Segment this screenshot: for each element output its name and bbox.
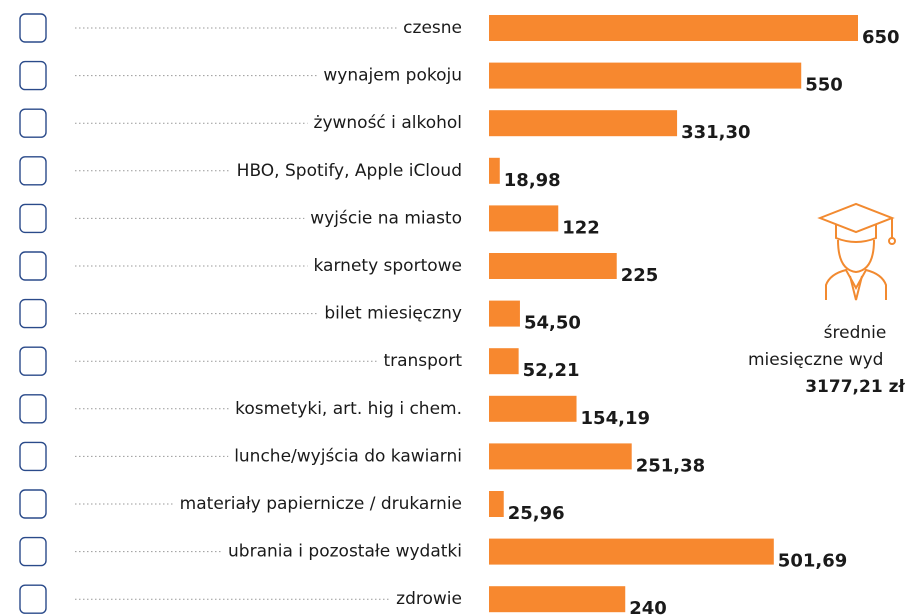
row-icon xyxy=(20,14,46,42)
value-label: 331,30 xyxy=(681,122,750,143)
bar xyxy=(489,586,625,612)
row-icon xyxy=(20,252,46,280)
chart: średnie miesięczne wyd 3177,21 zł czesne… xyxy=(0,0,914,616)
category-label: wyjście na miasto xyxy=(310,208,462,228)
annotation-line: średnie xyxy=(824,323,887,343)
bar xyxy=(489,15,858,41)
row-icon xyxy=(20,585,46,613)
row-icon xyxy=(20,157,46,185)
bar xyxy=(489,539,774,565)
value-label: 18,98 xyxy=(504,170,561,191)
category-label: ubrania i pozostałe wydatki xyxy=(228,542,462,562)
bar xyxy=(489,443,632,469)
row-icon xyxy=(20,204,46,232)
row-icon xyxy=(20,538,46,566)
category-label: karnety sportowe xyxy=(314,256,462,276)
bar xyxy=(489,301,520,327)
annotation-total: 3177,21 zł xyxy=(805,377,905,397)
value-label: 225 xyxy=(621,265,659,286)
category-label: czesne xyxy=(403,18,462,38)
bar xyxy=(489,348,519,374)
category-label: HBO, Spotify, Apple iCloud xyxy=(237,161,462,181)
bar xyxy=(489,158,500,184)
category-label: żywność i alkohol xyxy=(314,113,462,133)
category-label: materiały papiernicze / drukarnie xyxy=(180,494,462,514)
row-icon xyxy=(20,395,46,423)
bar xyxy=(489,396,577,422)
row-icon xyxy=(20,442,46,470)
value-label: 52,21 xyxy=(523,360,580,381)
value-label: 501,69 xyxy=(778,551,847,572)
annotation-line: miesięczne wyd xyxy=(748,350,883,370)
page: {"chart_data": {"type": "bar", "orientat… xyxy=(0,0,914,616)
category-label: bilet miesięczny xyxy=(324,304,462,324)
bar xyxy=(489,205,558,231)
value-label: 251,38 xyxy=(636,455,705,476)
row-icon xyxy=(20,62,46,90)
value-label: 650 xyxy=(862,27,900,48)
bar xyxy=(489,63,801,89)
value-label: 550 xyxy=(805,75,843,96)
bar xyxy=(489,110,677,136)
value-label: 154,19 xyxy=(581,408,650,429)
value-label: 122 xyxy=(562,217,600,238)
category-label: wynajem pokoju xyxy=(323,66,462,86)
bar xyxy=(489,491,504,517)
category-label: lunche/wyjścia do kawiarni xyxy=(234,446,462,466)
value-label: 240 xyxy=(629,598,667,616)
row-icon xyxy=(20,490,46,518)
graduate-icon xyxy=(820,204,895,300)
category-label: kosmetyki, art. hig i chem. xyxy=(235,399,462,419)
value-label: 54,50 xyxy=(524,313,581,334)
bar xyxy=(489,253,617,279)
row-icon xyxy=(20,109,46,137)
row-icon xyxy=(20,347,46,375)
row-icon xyxy=(20,300,46,328)
value-label: 25,96 xyxy=(508,503,565,524)
category-label: transport xyxy=(383,351,462,371)
category-label: zdrowie xyxy=(396,589,462,609)
